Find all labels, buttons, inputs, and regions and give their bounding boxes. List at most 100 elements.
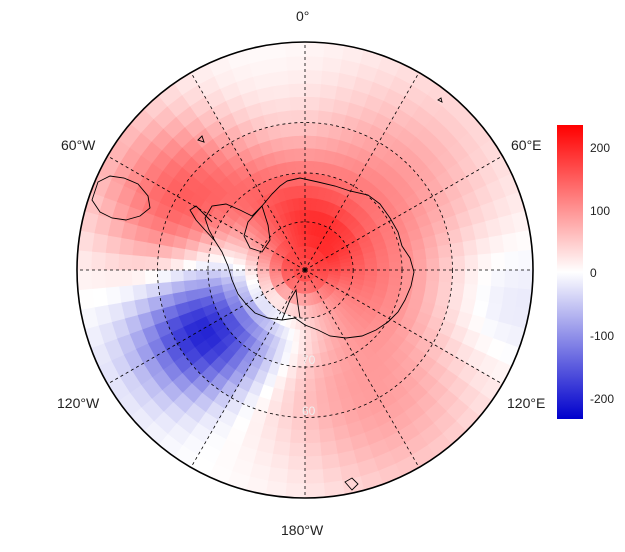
field-cell	[144, 241, 161, 258]
field-cell	[464, 254, 479, 271]
field-cell	[304, 329, 312, 343]
field-cell	[318, 96, 336, 113]
colorbar-tick-minus200: -200	[590, 392, 615, 406]
field-cell	[91, 232, 109, 253]
field-cell	[517, 269, 533, 291]
field-cell	[287, 69, 306, 85]
field-cell	[292, 391, 306, 406]
meridian-line	[107, 155, 306, 271]
field-cell	[352, 264, 366, 271]
field-cell	[322, 56, 343, 74]
field-cell	[490, 269, 506, 288]
field-cell	[304, 469, 324, 485]
field-cell	[437, 244, 453, 259]
field-cell	[364, 263, 378, 271]
field-cell	[426, 269, 441, 283]
field-cell	[322, 466, 343, 484]
field-cell	[304, 416, 320, 431]
field-cell	[267, 466, 288, 484]
field-cell	[304, 42, 326, 58]
field-cell	[412, 248, 427, 261]
field-cell	[413, 269, 428, 281]
lon-label-120e: 120°E	[507, 395, 546, 411]
field-cell	[291, 122, 306, 137]
meridian-line	[107, 269, 306, 385]
field-cell	[77, 269, 79, 292]
meridian-line	[304, 72, 420, 271]
field-cell	[449, 241, 466, 258]
field-cell	[281, 135, 295, 151]
field-cell	[157, 281, 173, 296]
field-cell	[286, 55, 306, 71]
field-cell	[288, 82, 306, 98]
field-cell	[531, 269, 533, 292]
field-cell	[304, 82, 322, 98]
field-cell	[304, 109, 320, 124]
field-cell	[389, 261, 403, 271]
field-cell	[285, 160, 297, 175]
map-border	[76, 41, 534, 499]
field-cell	[504, 269, 520, 289]
field-cell	[319, 83, 338, 100]
field-cell	[304, 496, 327, 498]
field-cell	[299, 209, 306, 223]
field-cell	[169, 269, 184, 283]
field-cell	[304, 482, 326, 498]
lon-label-60w: 60°W	[61, 137, 96, 153]
field-cell	[304, 429, 321, 444]
field-cell	[157, 256, 172, 271]
lat-label-60: 60	[302, 404, 316, 418]
field-cell	[304, 305, 310, 319]
field-cell	[170, 280, 186, 294]
field-cell	[279, 122, 294, 138]
field-cell	[195, 278, 210, 290]
meridian-line	[304, 269, 420, 468]
lon-label-60e: 60°E	[511, 137, 542, 153]
meridian-line	[304, 155, 503, 271]
field-cell	[283, 42, 306, 44]
field-cell	[182, 269, 197, 281]
field-cell	[169, 257, 184, 271]
field-cell	[77, 249, 93, 271]
field-cell	[320, 453, 341, 470]
field-cell	[490, 252, 506, 271]
field-cell	[183, 279, 198, 292]
field-cell	[272, 83, 291, 100]
field-cell	[289, 96, 306, 111]
field-cell	[295, 366, 306, 380]
field-cell	[477, 269, 493, 287]
field-cell	[284, 42, 306, 58]
field-cell	[462, 283, 479, 301]
field-cell	[144, 282, 161, 299]
field-cell	[131, 239, 148, 257]
field-cell	[340, 265, 354, 271]
field-cell	[300, 221, 306, 235]
field-cell	[413, 259, 428, 271]
field-cell	[517, 249, 533, 271]
meridian-line	[190, 72, 306, 271]
lon-label-180w: 180°W	[281, 522, 324, 538]
colorbar	[557, 125, 583, 419]
field-cell	[289, 429, 306, 444]
field-cell	[504, 251, 520, 271]
field-cell	[389, 269, 403, 279]
colorbar-tick-minus100: -100	[590, 329, 615, 343]
latitude-circle	[157, 122, 453, 418]
field-cell	[475, 237, 492, 256]
field-cell	[488, 285, 505, 306]
field-cell	[376, 262, 391, 271]
field-cell	[304, 317, 311, 331]
field-cell	[438, 269, 453, 284]
field-cell	[272, 440, 291, 457]
field-cell	[304, 55, 324, 71]
field-cell	[304, 366, 315, 380]
field-cell	[195, 269, 209, 280]
field-cell	[531, 248, 533, 271]
meridian-line	[304, 269, 503, 385]
field-cell	[501, 232, 519, 253]
field-cell	[292, 134, 306, 149]
coastline	[91, 97, 443, 491]
field-cell	[290, 416, 306, 431]
colorbar-tick-200: 200	[590, 141, 611, 155]
field-cell	[400, 250, 415, 262]
